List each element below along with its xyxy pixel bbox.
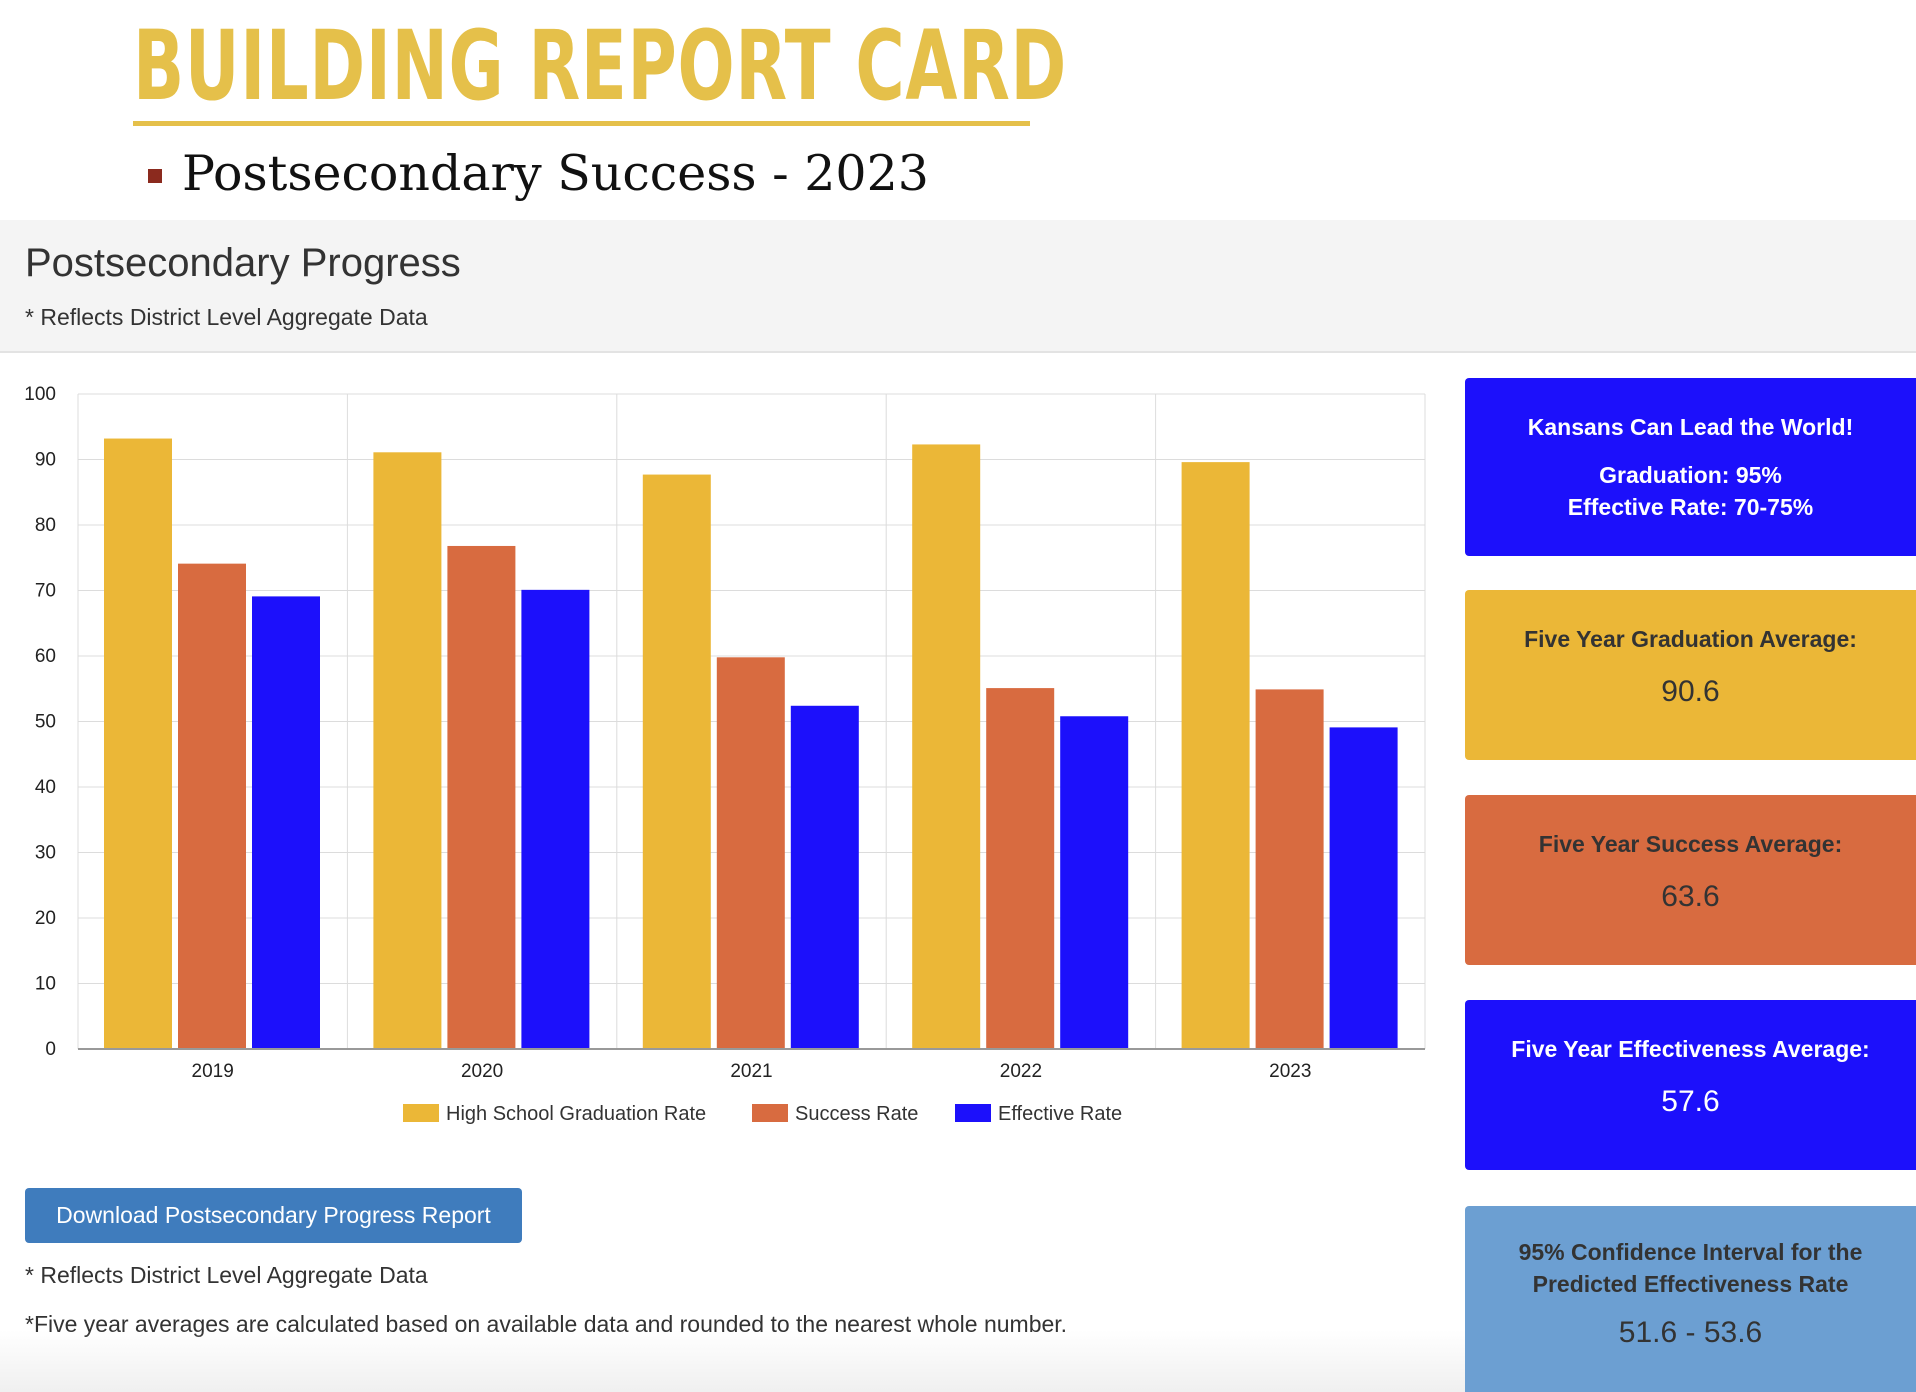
legend-label: High School Graduation Rate xyxy=(446,1103,706,1125)
bar-2019-series-2 xyxy=(178,563,246,1049)
bar-2021-series-3 xyxy=(790,705,859,1049)
chart-legend: High School Graduation Rate Success Rate E… xyxy=(403,1103,1122,1125)
y-tick-label: 90 xyxy=(35,450,56,471)
district-footnote: * Reflects District Level Aggregate Data xyxy=(25,1262,428,1288)
legend-swatch xyxy=(955,1104,991,1122)
goal-effective-rate: Effective Rate: 70-75% xyxy=(1567,494,1814,520)
y-tick-label: 80 xyxy=(35,515,56,536)
bar-2019-series-3 xyxy=(252,596,320,1049)
x-tick-label: 2019 xyxy=(192,1061,234,1082)
success-average-label: Five Year Success Average: xyxy=(1538,831,1843,857)
legend-swatch xyxy=(403,1104,439,1122)
download-report-button[interactable]: Download Postsecondary Progress Report xyxy=(25,1188,522,1243)
bar-2021-series-1 xyxy=(642,474,711,1049)
postsecondary-bar-chart: 0 10 20 30 40 50 60 70 80 90 100 2019 2020 2021 2022 20… xyxy=(24,384,1426,1125)
y-tick-label: 50 xyxy=(35,712,56,733)
x-tick-label: 2021 xyxy=(730,1061,772,1082)
bullet-icon xyxy=(148,169,162,183)
chart-axes: 0 10 20 30 40 50 60 70 80 90 100 2019 2020 2021 2022 20… xyxy=(24,384,1425,1082)
slide-subtitle: Postsecondary Success - 2023 xyxy=(182,145,929,202)
title-underline xyxy=(133,121,1030,126)
bar-2022-series-2 xyxy=(986,688,1055,1049)
y-tick-label: 100 xyxy=(24,384,56,405)
graduation-average-card: Five Year Graduation Average: 90.6 xyxy=(1465,590,1916,760)
goal-heading: Kansans Can Lead the World! xyxy=(1527,414,1854,440)
bar-2022-series-3 xyxy=(1060,716,1129,1049)
bar-2022-series-1 xyxy=(912,444,981,1049)
bar-2020-series-1 xyxy=(373,452,442,1049)
bar-2023-series-1 xyxy=(1181,462,1250,1049)
confidence-interval-card: 95% Confidence Interval for the Predicte… xyxy=(1465,1206,1916,1392)
panel-note: * Reflects District Level Aggregate Data xyxy=(25,304,428,330)
panel-header xyxy=(0,220,1916,353)
x-tick-label: 2020 xyxy=(461,1061,503,1082)
bar-2020-series-2 xyxy=(447,545,516,1049)
effectiveness-average-card: Five Year Effectiveness Average: 57.6 xyxy=(1465,1000,1916,1170)
confidence-label-line1: 95% Confidence Interval for the xyxy=(1518,1239,1863,1265)
effectiveness-average-value: 57.6 xyxy=(1661,1085,1720,1118)
y-tick-label: 20 xyxy=(35,908,56,929)
bottom-fade xyxy=(0,1330,1465,1392)
legend-swatch xyxy=(752,1104,788,1122)
success-average-value: 63.6 xyxy=(1661,880,1720,913)
confidence-label-line2: Predicted Effectiveness Rate xyxy=(1532,1271,1849,1297)
x-tick-label: 2023 xyxy=(1269,1061,1311,1082)
graduation-average-value: 90.6 xyxy=(1661,675,1720,708)
goal-graduation: Graduation: 95% xyxy=(1599,462,1782,488)
goal-card: Kansans Can Lead the World! Graduation: … xyxy=(1465,378,1916,556)
y-tick-label: 10 xyxy=(35,974,56,995)
x-tick-label: 2022 xyxy=(1000,1061,1042,1082)
y-tick-label: 40 xyxy=(35,777,56,798)
success-average-card: Five Year Success Average: 63.6 xyxy=(1465,795,1916,965)
effectiveness-average-label: Five Year Effectiveness Average: xyxy=(1511,1036,1870,1062)
legend-label: Success Rate xyxy=(795,1103,918,1125)
bar-2019-series-1 xyxy=(104,438,172,1049)
graduation-average-label: Five Year Graduation Average: xyxy=(1524,626,1857,652)
y-tick-label: 0 xyxy=(45,1039,56,1060)
bar-2020-series-3 xyxy=(521,589,590,1049)
bar-2023-series-2 xyxy=(1255,689,1324,1049)
panel-title: Postsecondary Progress xyxy=(25,241,461,285)
y-tick-label: 70 xyxy=(35,581,56,602)
confidence-interval-value: 51.6 - 53.6 xyxy=(1618,1316,1763,1349)
bar-2021-series-2 xyxy=(716,657,785,1049)
chart-bars xyxy=(104,438,1398,1049)
y-tick-label: 60 xyxy=(35,646,56,667)
y-tick-label: 30 xyxy=(35,843,56,864)
bar-2023-series-3 xyxy=(1329,727,1398,1049)
slide-title: BUILDING REPORT CARD xyxy=(133,10,1068,122)
legend-label: Effective Rate xyxy=(998,1103,1122,1125)
